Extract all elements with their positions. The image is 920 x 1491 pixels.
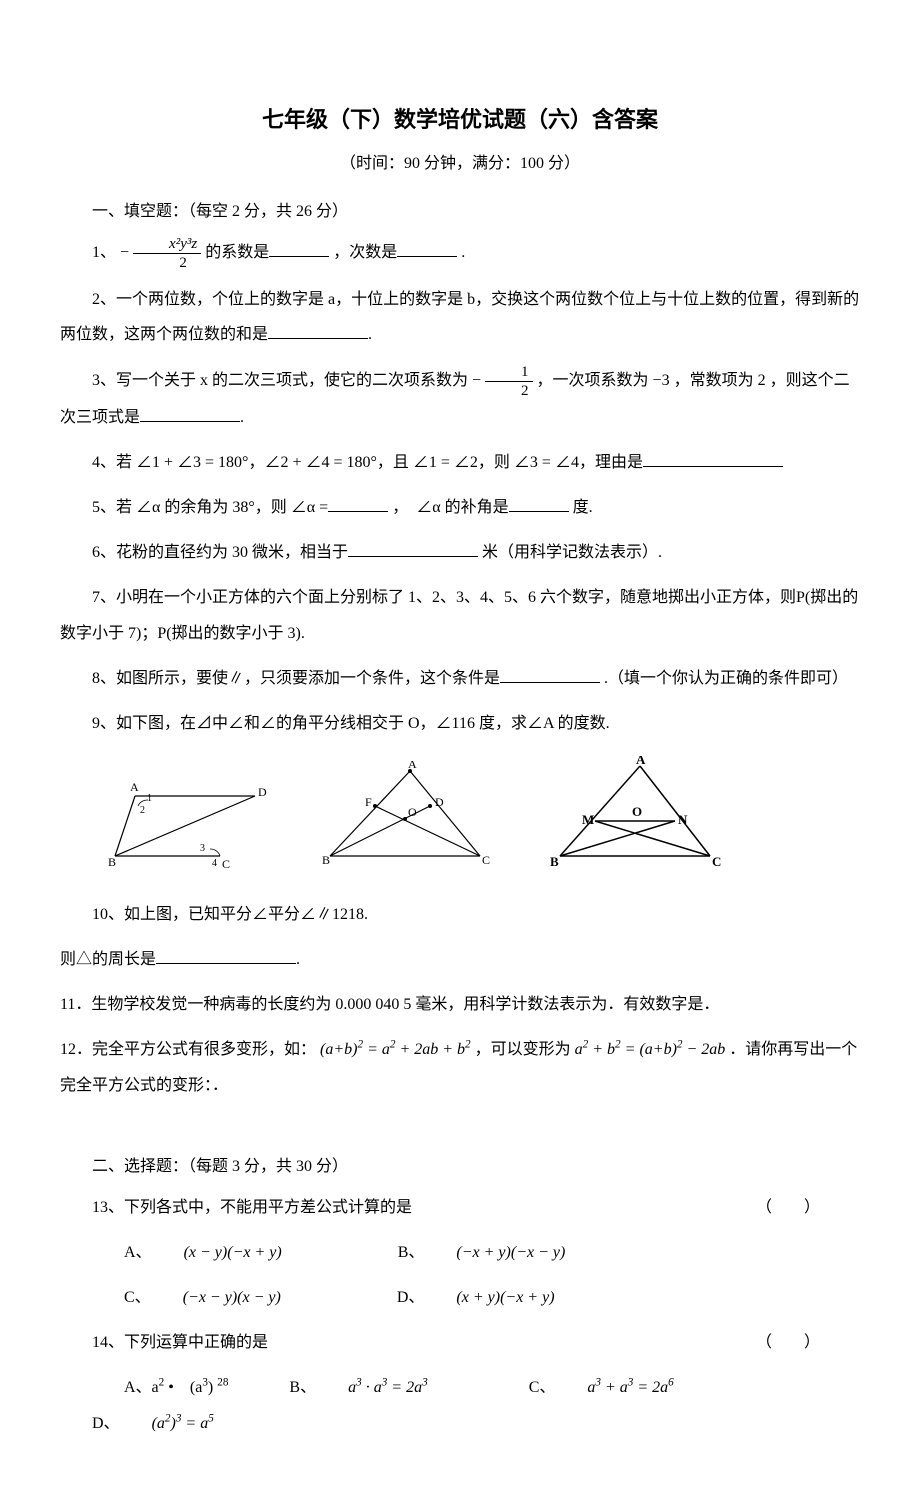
q3-p1: 3、写一个关于 x 的二次三项式，使它的二次项系数为	[92, 372, 472, 389]
svg-text:F: F	[365, 795, 372, 809]
q4-text: 4、若 ∠1 + ∠3 = 180°，∠2 + ∠4 = 180°，且 ∠1 =…	[92, 454, 643, 471]
q1-numerator: x²y³z	[133, 235, 201, 254]
question-13-options-1: A、(x − y)(−x + y) B、(−x + y)(−x − y)	[60, 1235, 860, 1270]
svg-text:A: A	[636, 756, 646, 767]
question-11: 11．生物学校发觉一种病毒的长度约为 0.000 040 5 毫米，用科学计数法…	[60, 987, 860, 1022]
question-13-options-2: C、(−x − y)(x − y) D、(x + y)(−x + y)	[60, 1280, 860, 1315]
q1-neg: −	[120, 244, 129, 261]
q2-text: 2、一个两位数，个位上的数字是 a，十位上的数字是 b，交换这个两位数个位上与十…	[60, 291, 859, 343]
q8-p1: 8、如图所示，要使∥，只须要添加一个条件，这个条件是	[92, 670, 500, 687]
question-8: 8、如图所示，要使∥，只须要添加一个条件，这个条件是 .（填一个你认为正确的条件…	[60, 661, 860, 696]
q10-end: .	[296, 951, 300, 968]
q14-paren: （ ）	[724, 1325, 820, 1360]
q3-fraction: 1 2	[485, 363, 533, 400]
svg-text:N: N	[678, 812, 688, 827]
q13-opt-d: D、(x + y)(−x + y)	[365, 1280, 595, 1315]
question-7: 7、小明在一个小正方体的六个面上分别标了 1、2、3、4、5、6 六个数字，随意…	[60, 580, 860, 650]
svg-text:D: D	[258, 785, 267, 799]
q12-p1: 12．完全平方公式有很多变形，如：	[60, 1041, 316, 1058]
svg-text:D: D	[435, 795, 444, 809]
q14-opt-a: A、a2 • (a3) 28	[92, 1370, 228, 1405]
question-5: 5、若 ∠α 的余角为 38°，则 ∠α = ， ∠α 的补角是 度.	[60, 490, 860, 525]
svg-text:O: O	[632, 804, 642, 819]
q14-opt-c: C、a3 + a3 = 2a6	[497, 1370, 714, 1405]
svg-text:A: A	[130, 780, 139, 794]
q5-blank2	[509, 496, 569, 512]
q1-mid: 的系数是	[205, 244, 269, 261]
q13-opt-b: B、(−x + y)(−x − y)	[366, 1235, 606, 1270]
q14-opt-d: D、(a2)3 = a5	[60, 1406, 254, 1441]
diagrams-row: A B C D 1 2 3 4 A B C D F O	[100, 756, 860, 882]
q6-p1: 6、花粉的直径约为 30 微米，相当于	[92, 544, 348, 561]
section-1-header: 一、填空题：（每空 2 分，共 26 分）	[60, 198, 860, 227]
svg-text:O: O	[408, 805, 417, 819]
question-2: 2、一个两位数，个位上的数字是 a，十位上的数字是 b，交换这个两位数个位上与十…	[60, 282, 860, 352]
q5-p2: ， ∠α 的补角是	[392, 499, 508, 516]
q5-p3: 度.	[573, 499, 593, 516]
question-9: 9、如下图，在⊿中∠和∠的角平分线相交于 O，∠116 度，求∠A 的度数.	[60, 706, 860, 741]
q10-blank	[156, 948, 296, 964]
q3-numerator: 1	[485, 363, 533, 382]
q3-neg: −	[472, 372, 481, 389]
section-2-header: 二、选择题：（每题 3 分，共 30 分）	[60, 1153, 860, 1182]
question-6: 6、花粉的直径约为 30 微米，相当于 米（用科学记数法表示）.	[60, 535, 860, 570]
q13-paren: （ ）	[724, 1190, 820, 1225]
q1-blank1	[269, 241, 329, 257]
svg-text:C: C	[222, 857, 230, 871]
question-14-options: A、a2 • (a3) 28 B、a3 · a3 = 2a3 C、a3 + a3…	[60, 1370, 860, 1440]
q13-opt-c: C、(−x − y)(x − y)	[92, 1280, 321, 1315]
q14-opt-b: B、a3 · a3 = 2a3	[257, 1370, 467, 1405]
q13-opt-a: A、(x − y)(−x + y)	[92, 1235, 322, 1270]
svg-text:A: A	[408, 761, 417, 771]
page-title: 七年级（下）数学培优试题（六）含答案	[60, 100, 860, 140]
q14-text: 14、下列运算中正确的是	[92, 1334, 268, 1351]
q2-end: .	[368, 326, 372, 343]
q3-denominator: 2	[485, 382, 533, 400]
q1-end: .	[461, 244, 465, 261]
page-subtitle: （时间：90 分钟，满分：100 分）	[60, 150, 860, 179]
q8-blank	[500, 667, 600, 683]
diagram-2: A B C D F O	[310, 761, 500, 882]
question-4: 4、若 ∠1 + ∠3 = 180°，∠2 + ∠4 = 180°，且 ∠1 =…	[60, 445, 860, 480]
svg-text:B: B	[550, 854, 559, 869]
diagram-3: A B C M N O	[540, 756, 730, 882]
q5-p1: 5、若 ∠α 的余角为 38°，则 ∠α =	[92, 499, 328, 516]
question-14: 14、下列运算中正确的是 （ ）	[60, 1325, 860, 1360]
svg-text:1: 1	[147, 793, 152, 804]
question-10: 10、如上图，已知平分∠平分∠∥1218.	[60, 897, 860, 932]
q12-formula1: (a+b)2 = a2 + 2ab + b2	[320, 1041, 471, 1058]
question-1: 1、 − x²y³z 2 的系数是 ，次数是 .	[60, 235, 860, 272]
q8-p2: .（填一个你认为正确的条件即可）	[604, 670, 848, 687]
q3-blank	[140, 406, 240, 422]
svg-text:B: B	[108, 855, 116, 869]
q1-mid2: ，次数是	[333, 244, 397, 261]
question-3: 3、写一个关于 x 的二次三项式，使它的二次项系数为 − 1 2 ，一次项系数为…	[60, 363, 860, 435]
q1-fraction: x²y³z 2	[133, 235, 201, 272]
q13-text: 13、下列各式中，不能用平方差公式计算的是	[92, 1199, 412, 1216]
diagram-1: A B C D 1 2 3 4	[100, 771, 270, 882]
q12-formula2: a2 + b2 = (a+b)2 − 2ab	[575, 1041, 726, 1058]
q1-num-text: x²y³z	[169, 236, 197, 252]
svg-text:M: M	[582, 812, 594, 827]
question-10-p2: 则△的周长是.	[60, 942, 860, 977]
q6-p2: 米（用科学记数法表示）.	[482, 544, 662, 561]
svg-text:2: 2	[140, 805, 145, 816]
q1-blank2	[397, 241, 457, 257]
svg-text:C: C	[712, 854, 721, 869]
q2-blank	[268, 323, 368, 339]
svg-text:C: C	[482, 853, 490, 867]
q5-blank1	[328, 496, 388, 512]
q4-blank	[643, 451, 783, 467]
question-12: 12．完全平方公式有很多变形，如： (a+b)2 = a2 + 2ab + b2…	[60, 1032, 860, 1102]
q1-denominator: 2	[133, 254, 201, 272]
q3-end: .	[240, 409, 244, 426]
q1-pre: 1、	[92, 244, 120, 261]
question-13: 13、下列各式中，不能用平方差公式计算的是 （ ）	[60, 1190, 860, 1225]
svg-text:B: B	[322, 853, 330, 867]
q6-blank	[348, 541, 478, 557]
q12-p2: ，可以变形为	[475, 1041, 575, 1058]
svg-text:3: 3	[200, 843, 205, 854]
svg-text:4: 4	[212, 858, 217, 869]
q10-p2-text: 则△的周长是	[60, 951, 156, 968]
